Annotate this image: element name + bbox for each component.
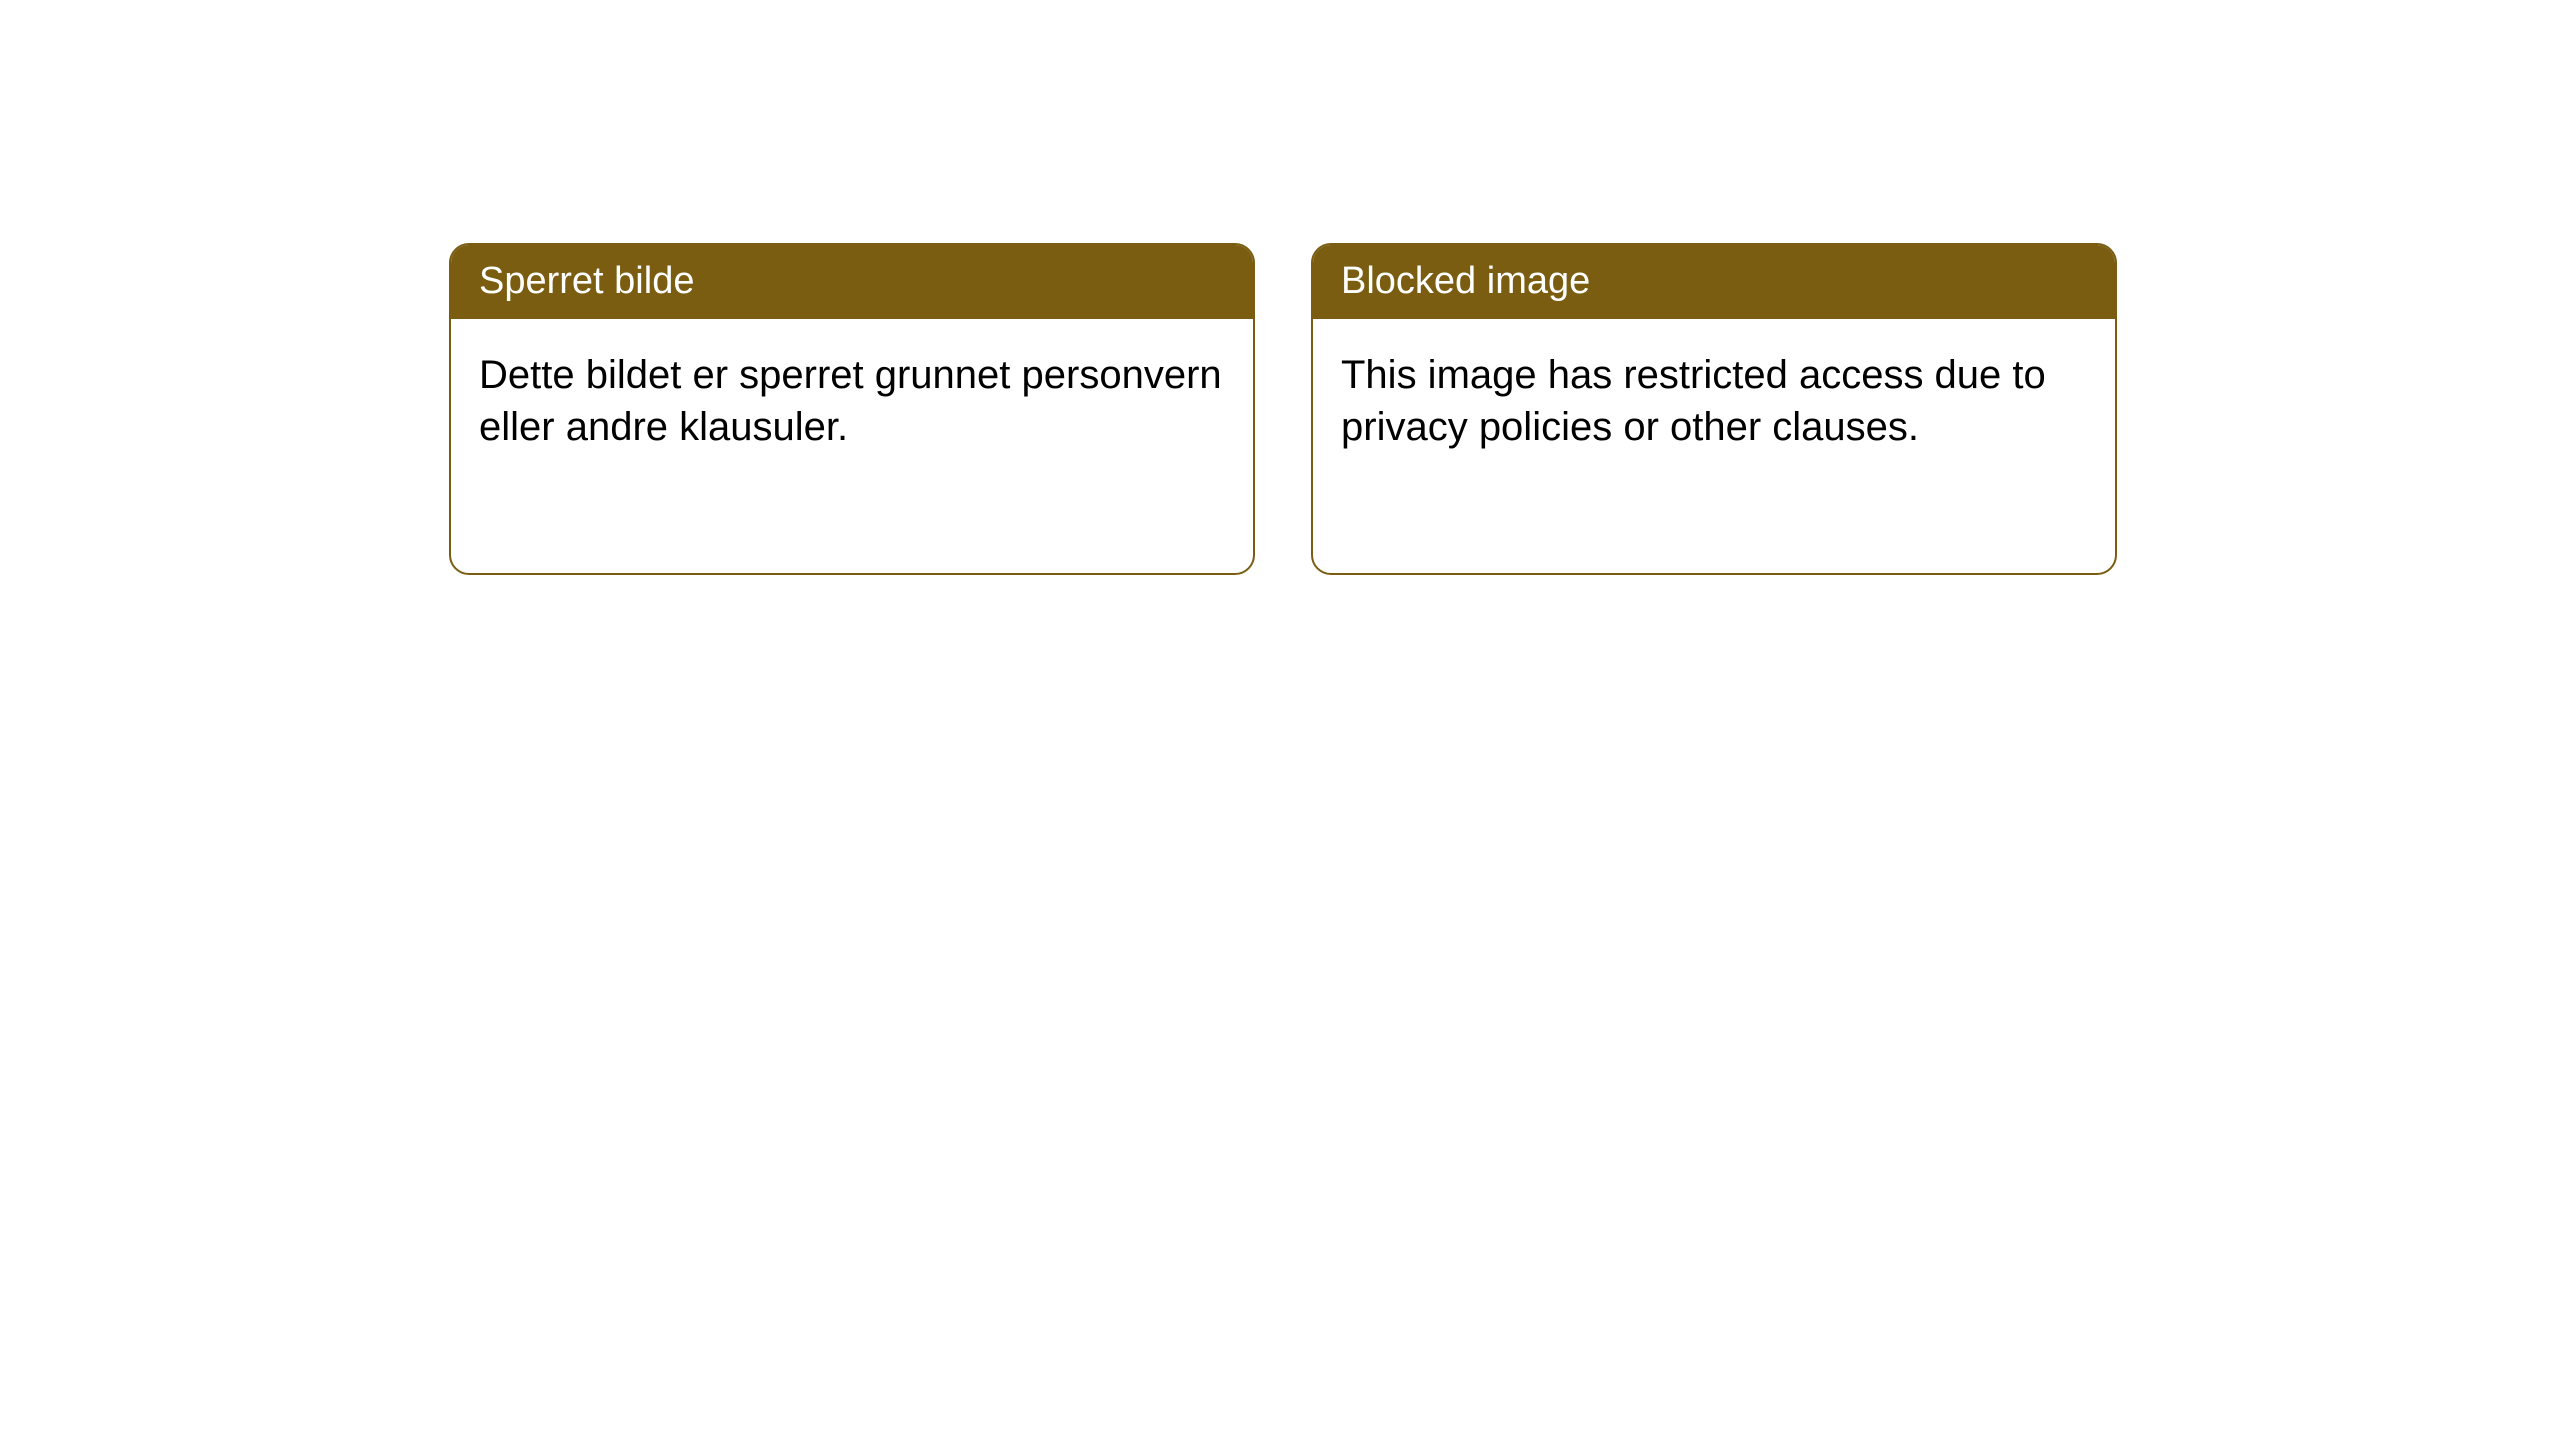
cards-container: Sperret bilde Dette bildet er sperret gr…: [0, 0, 2560, 575]
card-header: Blocked image: [1313, 245, 2115, 319]
card-header: Sperret bilde: [451, 245, 1253, 319]
card-body: Dette bildet er sperret grunnet personve…: [451, 319, 1253, 483]
card-body-text: Dette bildet er sperret grunnet personve…: [479, 353, 1222, 449]
card-body: This image has restricted access due to …: [1313, 319, 2115, 483]
card-title: Sperret bilde: [479, 260, 694, 302]
card-norwegian: Sperret bilde Dette bildet er sperret gr…: [449, 243, 1255, 575]
card-title: Blocked image: [1341, 260, 1590, 302]
card-body-text: This image has restricted access due to …: [1341, 353, 2046, 449]
card-english: Blocked image This image has restricted …: [1311, 243, 2117, 575]
